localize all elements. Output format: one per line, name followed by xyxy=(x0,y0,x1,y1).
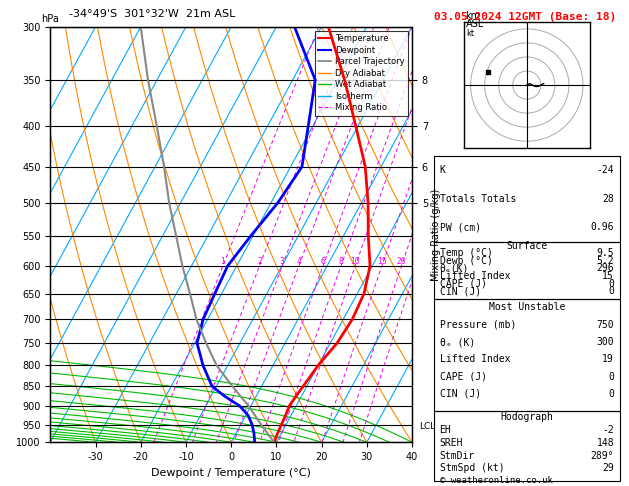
Text: Temp (°C): Temp (°C) xyxy=(440,248,493,258)
Text: 03.05.2024 12GMT (Base: 18): 03.05.2024 12GMT (Base: 18) xyxy=(434,12,616,22)
Text: Totals Totals: Totals Totals xyxy=(440,193,516,204)
Text: 28: 28 xyxy=(602,193,614,204)
Text: 29: 29 xyxy=(602,464,614,473)
Bar xyxy=(434,242,620,299)
Text: km: km xyxy=(465,11,481,21)
Text: LCL: LCL xyxy=(419,422,435,431)
Text: CIN (J): CIN (J) xyxy=(440,286,481,296)
Text: Dewp (°C): Dewp (°C) xyxy=(440,256,493,266)
Y-axis label: Mixing Ratio (g/kg): Mixing Ratio (g/kg) xyxy=(431,189,441,280)
Text: PW (cm): PW (cm) xyxy=(440,223,481,232)
Text: 19: 19 xyxy=(602,354,614,364)
Text: -24: -24 xyxy=(596,165,614,175)
Text: 5.2: 5.2 xyxy=(596,256,614,266)
Text: -2: -2 xyxy=(602,425,614,435)
Text: EH: EH xyxy=(440,425,452,435)
Text: 2: 2 xyxy=(257,257,262,266)
Bar xyxy=(434,156,620,242)
Text: 289°: 289° xyxy=(591,451,614,461)
Text: StmDir: StmDir xyxy=(440,451,475,461)
Text: ASL: ASL xyxy=(465,19,484,29)
Text: 300: 300 xyxy=(596,337,614,347)
Text: 0: 0 xyxy=(608,372,614,382)
Text: hPa: hPa xyxy=(41,14,58,24)
Legend: Temperature, Dewpoint, Parcel Trajectory, Dry Adiabat, Wet Adiabat, Isotherm, Mi: Temperature, Dewpoint, Parcel Trajectory… xyxy=(315,31,408,116)
Text: 750: 750 xyxy=(596,320,614,330)
Text: Hodograph: Hodograph xyxy=(500,413,554,422)
Text: 9.5: 9.5 xyxy=(596,248,614,258)
Text: 8: 8 xyxy=(338,257,343,266)
Text: StmSpd (kt): StmSpd (kt) xyxy=(440,464,504,473)
X-axis label: Dewpoint / Temperature (°C): Dewpoint / Temperature (°C) xyxy=(151,468,311,478)
Text: 6: 6 xyxy=(321,257,326,266)
Text: © weatheronline.co.uk: © weatheronline.co.uk xyxy=(440,476,553,485)
Text: kt: kt xyxy=(467,29,474,38)
Text: Surface: Surface xyxy=(506,241,547,251)
Text: CAPE (J): CAPE (J) xyxy=(440,372,487,382)
Text: 3: 3 xyxy=(280,257,284,266)
Text: θₑ (K): θₑ (K) xyxy=(440,337,475,347)
Text: 10: 10 xyxy=(350,257,360,266)
Text: CAPE (J): CAPE (J) xyxy=(440,278,487,289)
Text: Most Unstable: Most Unstable xyxy=(489,302,565,312)
Text: 15: 15 xyxy=(602,271,614,281)
Text: 0.96: 0.96 xyxy=(591,223,614,232)
Text: 0: 0 xyxy=(608,278,614,289)
Text: -34°49'S  301°32'W  21m ASL: -34°49'S 301°32'W 21m ASL xyxy=(69,9,236,19)
Text: Lifted Index: Lifted Index xyxy=(440,271,510,281)
Text: 148: 148 xyxy=(596,438,614,448)
Text: CIN (J): CIN (J) xyxy=(440,389,481,399)
Text: Lifted Index: Lifted Index xyxy=(440,354,510,364)
Text: K: K xyxy=(440,165,445,175)
Text: 20: 20 xyxy=(397,257,406,266)
Text: SREH: SREH xyxy=(440,438,463,448)
Bar xyxy=(434,299,620,411)
Text: Pressure (mb): Pressure (mb) xyxy=(440,320,516,330)
Text: 4: 4 xyxy=(296,257,301,266)
Text: 296: 296 xyxy=(596,263,614,274)
Text: 1: 1 xyxy=(221,257,225,266)
Text: 0: 0 xyxy=(608,286,614,296)
Text: 15: 15 xyxy=(377,257,387,266)
Text: 0: 0 xyxy=(608,389,614,399)
Text: θₑ(K): θₑ(K) xyxy=(440,263,469,274)
Bar xyxy=(434,411,620,481)
